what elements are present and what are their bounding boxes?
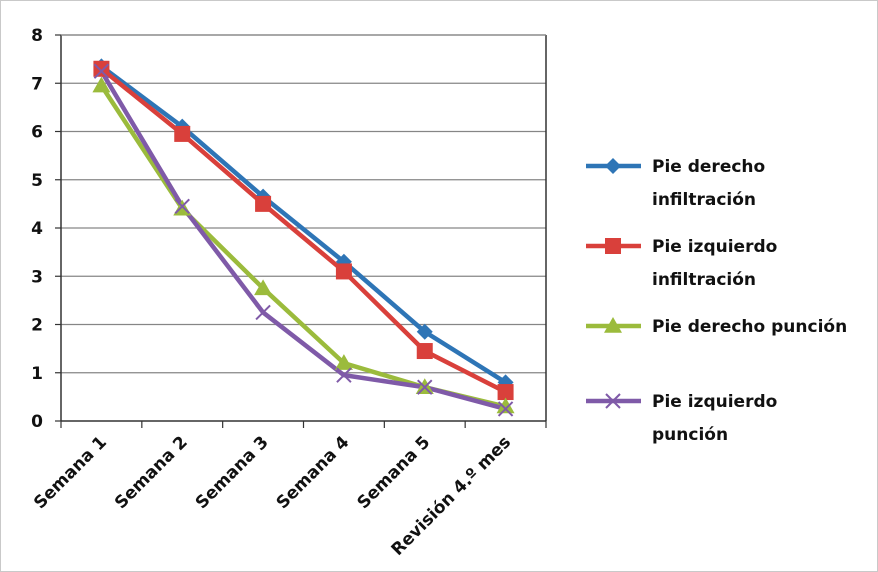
y-tick-label: 7 [31,74,43,94]
y-tick-label: 0 [31,412,43,432]
data-point-s2-5 [416,343,433,360]
data-point-s4-6 [497,401,514,417]
legend: Pie derecho infiltración Pie izquierdo infi… [586,157,847,445]
data-point-s4-1 [93,63,110,79]
series-line-4 [99,68,508,412]
legend-item-1: Pie derecho infiltración [586,157,765,210]
data-point-s4-5 [417,379,433,395]
data-point-s2-6 [497,384,514,401]
axes [55,34,547,428]
series-line-3 [99,83,508,409]
y-tick-labels: 0 1 2 3 4 5 6 7 8 [31,26,43,432]
legend-label: Pie derecho punción [652,317,847,337]
legend-swatch-marker [605,158,621,174]
data-point-s2-4 [335,263,352,280]
y-tick-label: 1 [31,364,43,384]
legend-swatch-marker [605,238,621,254]
x-tick-labels: Semana 1 Semana 2 Semana 3 Semana 4 Semana 5… [30,432,515,560]
x-tick-label: Semana 4 [273,432,354,513]
legend-label: Pie derecho [652,157,765,177]
y-tick-label: 2 [31,316,43,336]
data-point-s3-1 [92,76,111,93]
legend-label: Pie izquierdo [652,237,777,257]
legend-label: punción [652,425,728,445]
data-point-s3-4 [334,354,353,370]
series-lines [92,58,515,417]
series-line-2 [99,66,508,395]
data-point-s2-3 [255,195,272,212]
data-point-s2-1 [93,60,110,77]
data-point-s3-6 [496,397,515,414]
x-tick-label: Semana 3 [192,432,273,513]
legend-label: Pie izquierdo [652,392,777,412]
legend-label: infiltración [652,190,756,210]
data-point-s1-5 [416,323,433,340]
legend-swatch-marker [604,317,622,333]
y-tick-label: 5 [31,171,43,191]
legend-swatch-marker [605,393,621,409]
legend-label: infiltración [652,270,756,290]
grid-lines [61,34,546,374]
legend-item-4: Pie izquierdo punción [586,392,777,445]
x-tick-label: Semana 5 [353,432,434,513]
y-tick-label: 4 [31,219,43,239]
legend-item-3: Pie derecho punción [586,317,847,337]
y-tick-label: 6 [31,123,43,143]
data-point-s4-3 [255,304,271,321]
x-tick-label: Semana 1 [30,432,111,513]
series-line-1 [99,64,508,385]
data-point-s2-2 [174,125,191,142]
data-point-s4-4 [336,367,352,383]
data-point-s4-2 [174,198,190,214]
y-tick-label: 3 [31,267,43,287]
y-tick-label: 8 [31,26,43,46]
legend-item-2: Pie izquierdo infiltración [586,237,777,290]
x-tick-label: Semana 2 [111,432,192,513]
data-point-s3-3 [254,279,273,296]
